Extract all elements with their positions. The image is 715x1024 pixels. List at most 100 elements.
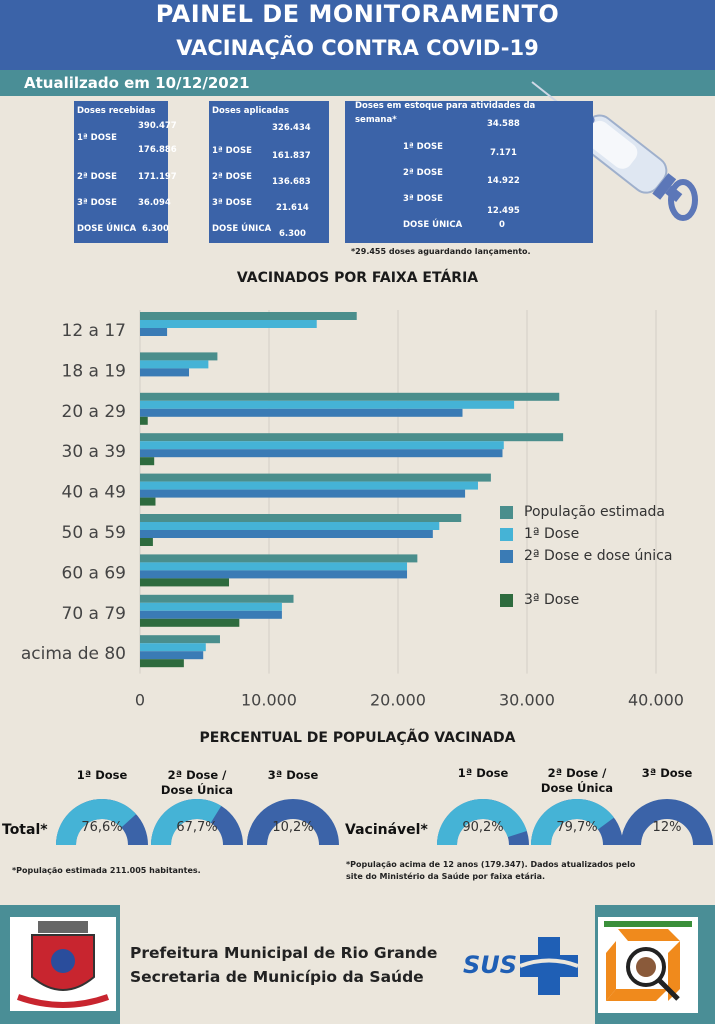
stock-label-1: 1ª DOSE	[403, 142, 443, 152]
stock-value-2: 14.922	[487, 176, 520, 186]
bar	[140, 578, 230, 587]
category-label: 40 a 49	[62, 483, 127, 503]
footer: Prefeitura Municipal de Rio Grande Secre…	[0, 905, 715, 1024]
applied-label-2: 2ª DOSE	[212, 172, 252, 182]
stock-value-4: 0	[499, 220, 505, 230]
vaccinable-note-2: site do Ministério da Saúde por faixa et…	[346, 872, 546, 881]
percent-title: PERCENTUAL DE POPULAÇÃO VACINADA	[199, 730, 516, 746]
x-tick-label: 40.000	[628, 691, 684, 710]
category-label: 30 a 39	[62, 442, 127, 462]
gauge-title: 2ª Dose / Dose Única	[160, 768, 234, 797]
received-label-2: 2ª DOSE	[77, 172, 117, 182]
gauge: 79,7%	[530, 798, 624, 848]
applied-total: 326.434	[272, 123, 311, 133]
gauge: 90,2%	[436, 798, 530, 848]
legend-swatch	[500, 550, 513, 563]
bar	[140, 497, 156, 506]
page-subtitle: VACINAÇÃO CONTRA COVID-19	[176, 36, 539, 60]
gauge-fill	[151, 799, 222, 846]
bar	[140, 554, 418, 563]
category-label: 12 a 17	[62, 321, 127, 341]
bar	[140, 602, 282, 611]
received-label-1: 1ª DOSE	[77, 133, 117, 143]
bar	[140, 570, 408, 579]
legend-label: 3ª Dose	[524, 592, 580, 608]
bar	[140, 457, 155, 466]
gauge-value: 90,2%	[462, 820, 504, 835]
applied-value-2: 136.683	[272, 177, 311, 187]
bar	[140, 562, 408, 571]
gauge-value: 10,2%	[272, 820, 314, 835]
legend-label: População estimada	[524, 504, 665, 520]
legend-swatch	[500, 594, 513, 607]
category-label: 20 a 29	[62, 402, 127, 422]
syringe-icon	[531, 81, 698, 221]
bar	[140, 538, 153, 546]
gauge-fill	[56, 799, 137, 846]
category-label: 50 a 59	[62, 523, 127, 543]
stock-value-1: 7.171	[490, 148, 517, 158]
gauge: 10,2%	[246, 798, 340, 848]
health-cross-icon	[519, 937, 579, 995]
total-note: *População estimada 211.005 habitantes.	[12, 866, 201, 875]
header: PAINEL DE MONITORAMENTO VACINAÇÃO CONTRA…	[0, 0, 715, 70]
x-tick-label: 0	[135, 691, 145, 710]
bar	[140, 360, 209, 369]
gauge-track	[621, 799, 713, 846]
category-label: 60 a 69	[62, 563, 127, 583]
gauge-total-label: Total*	[2, 822, 48, 838]
gauge-title: 3ª Dose	[267, 768, 319, 782]
received-label-4: DOSE ÚNICA	[77, 224, 137, 234]
gauge-title: 1ª Dose	[457, 766, 509, 780]
bar	[140, 643, 206, 652]
stock-label-2: 2ª DOSE	[403, 168, 443, 178]
bar	[140, 392, 560, 401]
bar	[140, 489, 466, 498]
gauge-title: 2ª Dose / Dose Única	[540, 766, 614, 795]
city-coat-of-arms-logo	[10, 917, 116, 1011]
legend-label: 2ª Dose e dose única	[524, 548, 673, 564]
received-panel: Doses recebidas 390.477 1ª DOSE 176.886 …	[74, 101, 177, 243]
stock-total: 34.588	[487, 119, 520, 129]
gauge-value: 76,6%	[81, 820, 123, 835]
bar	[140, 522, 440, 530]
bar	[140, 635, 220, 644]
age-group-bar-chart: 0 10.000 20.000 30.000 40.000 12 a 17 18 a 19 2…	[21, 310, 684, 710]
applied-label-3: 3ª DOSE	[212, 198, 252, 208]
category-label: 18 a 19	[62, 361, 127, 381]
stock-label-3: 3ª DOSE	[403, 194, 443, 204]
bar	[140, 594, 294, 603]
applied-label-4: DOSE ÚNICA	[212, 224, 272, 234]
legend-swatch	[500, 528, 513, 541]
footer-center	[120, 905, 595, 1024]
stock-title-2: semana*	[355, 115, 397, 125]
bar	[140, 416, 148, 425]
bar	[140, 368, 190, 377]
gauge-vaccinable-label: Vacinável*	[345, 822, 428, 838]
vaccinable-note-1: *População acima de 12 anos (179.347). D…	[346, 860, 636, 869]
bar	[140, 408, 463, 417]
health-surveillance-logo	[598, 917, 698, 1013]
gauge: 12%	[620, 798, 714, 848]
applied-title: Doses aplicadas	[212, 106, 290, 116]
bar	[140, 312, 357, 320]
received-total: 390.477	[138, 121, 177, 131]
bar	[140, 659, 184, 668]
received-value-4: 6.300	[142, 224, 169, 234]
footer-line-2: Secretaria de Município da Saúde	[130, 968, 424, 986]
received-value-3: 36.094	[138, 198, 171, 208]
applied-panel: Doses aplicadas 326.434 1ª DOSE 161.837 …	[209, 101, 329, 243]
category-label: acima de 80	[21, 644, 126, 664]
bar	[140, 328, 168, 336]
bar	[140, 610, 282, 619]
gauge: 67,7%	[150, 798, 244, 848]
gauge-value: 67,7%	[176, 820, 218, 835]
x-tick-label: 10.000	[241, 691, 297, 710]
gauge-track	[247, 799, 339, 846]
gauge: 76,6%	[55, 798, 149, 848]
received-title: Doses recebidas	[77, 106, 156, 116]
category-label: 70 a 79	[62, 604, 127, 624]
received-value-1: 176.886	[138, 145, 177, 155]
received-value-2: 171.197	[138, 172, 177, 182]
gauge-title: 1ª Dose	[76, 768, 128, 782]
